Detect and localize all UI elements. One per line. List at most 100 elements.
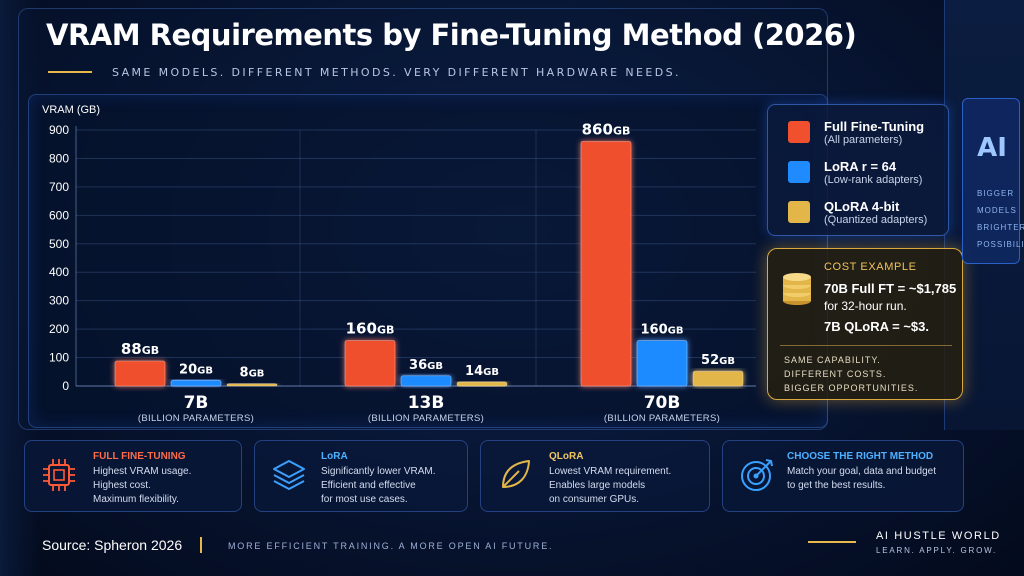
data-label: 8GB [240,366,265,381]
y-tick-label: 300 [49,294,69,308]
x-category-label: 70B [644,393,681,413]
bar-lora-r-64 [400,375,452,387]
legend-name: LoRA r = 64 [824,159,897,174]
chip-icon [43,459,75,491]
ai-panel-line: MODELS [977,206,1017,215]
card-text: Significantly lower VRAM. Efficient and … [321,465,435,507]
legend-desc: (Low-rank adapters) [824,174,923,186]
card-line: Efficient and effective [321,480,416,491]
data-label: 160GB [641,322,684,337]
legend-swatch-full [788,121,810,143]
ai-panel-line: BIGGER [977,189,1015,198]
cost-footer: SAME CAPABILITY. DIFFERENT COSTS. BIGGER… [784,353,918,395]
legend-name: Full Fine-Tuning [824,119,925,134]
ai-panel-title: AI [977,133,1007,163]
legend-item-lora: LoRA r = 64 (Low-rank adapters) [788,159,922,186]
data-label: 14GB [465,364,499,379]
y-axis-label: VRAM (GB) [42,104,100,116]
y-tick-label: 900 [49,123,69,137]
card-line: Highest cost. [93,480,151,491]
data-label: 52GB [701,353,735,368]
brand-slogan: LEARN. APPLY. GROW. [876,546,998,555]
ai-panel-text: BIGGER MODELS BRIGHTER POSSIBILITIES [977,185,1024,253]
chart-subtitle: SAME MODELS. DIFFERENT METHODS. VERY DIF… [112,66,681,79]
cost-divider [780,345,952,346]
card-text: Match your goal, data and budget to get … [787,465,936,493]
data-label: 20GB [179,362,213,377]
y-tick-label: 500 [49,237,69,251]
card-line: for most use cases. [321,494,408,505]
x-category-label: 7B [184,393,209,413]
card-title: QLoRA [549,451,584,462]
bar-full-fine-tuning [580,140,632,387]
bar-full-fine-tuning [114,360,166,387]
y-tick-label: 0 [62,379,69,393]
legend-desc: (All parameters) [824,134,903,146]
footer-divider [200,537,202,553]
target-icon [741,459,773,491]
x-category-sublabel: (BILLION PARAMETERS) [368,413,484,424]
data-label: 160GB [346,319,395,337]
source-text: Source: Spheron 2026 [42,537,183,553]
x-category-label: 13B [408,393,445,413]
y-tick-label: 200 [49,322,69,336]
leaf-icon [502,460,530,488]
y-tick-label: 800 [49,151,69,165]
ai-server-panel: AI BIGGER MODELS BRIGHTER POSSIBILITIES [962,98,1024,264]
legend-desc: (Quantized adapters) [824,214,928,226]
cost-example-box: COST EXAMPLE 70B Full FT = ~$1,785 for 3… [767,248,963,400]
bar-qlora-4-bit [692,370,744,387]
legend-item-full: Full Fine-Tuning (All parameters) [788,119,924,146]
card-line: Lowest VRAM requirement. [549,466,672,477]
legend-item-qlora: QLoRA 4-bit (Quantized adapters) [788,199,927,226]
card-line: to get the best results. [787,480,886,491]
card-full-fine-tuning: FULL FINE-TUNING Highest VRAM usage. Hig… [24,440,242,512]
card-line: Enables large models [549,480,646,491]
y-tick-label: 100 [49,351,69,365]
card-line: Significantly lower VRAM. [321,466,436,477]
bar-full-fine-tuning [344,340,396,387]
legend-swatch-qlora [788,201,810,223]
x-category-sublabel: (BILLION PARAMETERS) [604,413,720,424]
cost-line-qlora: 7B QLoRA = ~$3. [824,319,929,334]
ai-panel-line: BRIGHTER [977,223,1024,232]
y-tick-label: 400 [49,265,69,279]
bar-lora-r-64 [636,340,688,387]
chart-title: VRAM Requirements by Fine-Tuning Method … [46,18,857,52]
bar-lora-r-64 [170,379,222,387]
y-tick-label: 700 [49,180,69,194]
cost-line-full: 70B Full FT = ~$1,785 [824,281,957,296]
cost-line-duration: for 32-hour run. [824,299,907,313]
cost-title: COST EXAMPLE [824,261,917,273]
card-title: CHOOSE THE RIGHT METHOD [787,451,934,462]
bar-qlora-4-bit [226,383,278,387]
card-text: Highest VRAM usage. Highest cost. Maximu… [93,465,191,507]
legend: Full Fine-Tuning (All parameters) LoRA r… [767,104,949,236]
subtitle-accent-line [48,71,92,73]
cost-footer-line: DIFFERENT COSTS. [784,369,887,379]
x-category-sublabel: (BILLION PARAMETERS) [138,413,254,424]
bar-qlora-4-bit [456,381,508,387]
footer-tagline: MORE EFFICIENT TRAINING. A MORE OPEN AI … [228,541,554,551]
data-label: 36GB [409,358,443,373]
card-line: Match your goal, data and budget [787,466,936,477]
card-line: Maximum flexibility. [93,494,179,505]
card-qlora: QLoRA Lowest VRAM requirement. Enables l… [480,440,710,512]
card-title: FULL FINE-TUNING [93,451,186,462]
legend-swatch-lora [788,161,810,183]
data-label: 860GB [582,120,631,138]
cost-footer-line: BIGGER OPPORTUNITIES. [784,383,919,393]
card-line: Highest VRAM usage. [93,466,192,477]
cost-footer-line: SAME CAPABILITY. [784,355,881,365]
card-lora: LoRA Significantly lower VRAM. Efficient… [254,440,468,512]
coins-icon [783,273,811,305]
card-choose-method: CHOOSE THE RIGHT METHOD Match your goal,… [722,440,964,512]
legend-name: QLoRA 4-bit [824,199,900,214]
layers-icon [273,460,305,490]
card-line: on consumer GPUs. [549,494,640,505]
data-label: 88GB [121,340,159,358]
brand-name: AI HUSTLE WORLD [876,530,1001,542]
card-title: LoRA [321,451,348,462]
card-text: Lowest VRAM requirement. Enables large m… [549,465,671,507]
